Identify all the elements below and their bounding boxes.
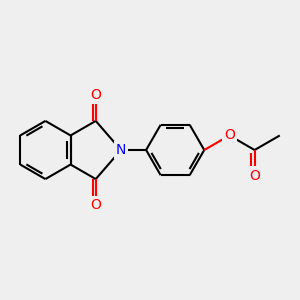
Text: O: O: [224, 128, 235, 142]
Text: O: O: [90, 198, 101, 212]
Text: O: O: [249, 169, 260, 183]
Text: O: O: [90, 88, 101, 102]
Text: N: N: [116, 143, 126, 157]
